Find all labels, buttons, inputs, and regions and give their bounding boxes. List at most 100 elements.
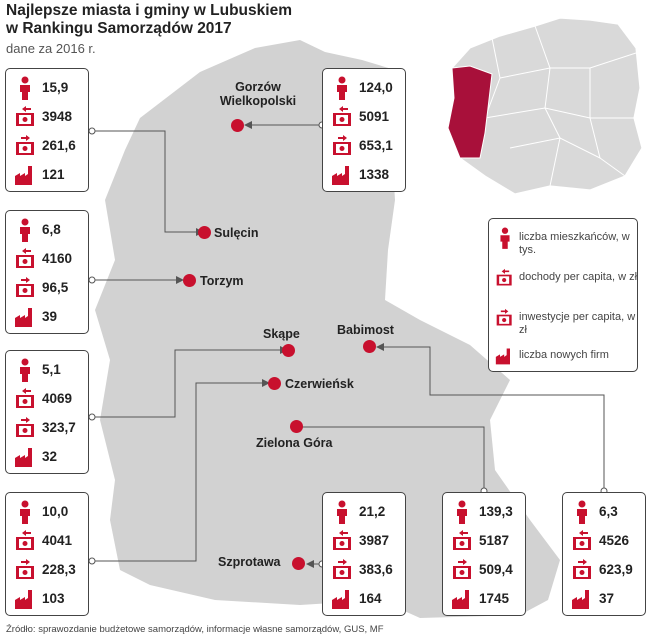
- factory-icon: [15, 308, 32, 327]
- stats-box-sulecin: 15,9 3948 261,6 121: [5, 68, 89, 192]
- title-line-1: Najlepsze miasta i gminy w Lubuskiem: [6, 2, 292, 19]
- income-icon: [573, 530, 591, 550]
- person-icon: [577, 500, 587, 524]
- income-value: 5187: [479, 533, 510, 548]
- page-title: Najlepsze miasta i gminy w Lubuskiem w R…: [6, 2, 292, 38]
- stats-box-gorzow: 124,0 5091 653,1 1338: [322, 68, 406, 192]
- firms-value: 32: [42, 449, 58, 464]
- person-icon: [20, 500, 30, 524]
- factory-icon: [572, 590, 589, 609]
- lubuskie-highlight: [447, 65, 493, 159]
- firms-value: 39: [42, 309, 58, 324]
- stats-box-czerwiensk: 5,1 4069 323,7 32: [5, 350, 89, 474]
- investment-icon: [333, 559, 351, 579]
- city-dot-gorzow: [231, 119, 244, 132]
- person-icon: [500, 227, 510, 249]
- stats-box-skape: 10,0 4041 228,3 103: [5, 492, 89, 616]
- residents-value: 124,0: [359, 80, 393, 95]
- income-icon: [16, 248, 34, 268]
- income-value: 5091: [359, 109, 390, 124]
- investment-value: 323,7: [42, 420, 76, 435]
- investment-value: 383,6: [359, 562, 393, 577]
- legend-income: dochody per capita, w zł: [519, 271, 638, 283]
- residents-value: 21,2: [359, 504, 386, 519]
- income-value: 4526: [599, 533, 630, 548]
- investment-icon: [16, 277, 34, 297]
- city-label-sulecin: Sulęcin: [214, 226, 259, 240]
- city-dot-szprotawa: [292, 557, 305, 570]
- investment-icon: [453, 559, 471, 579]
- investment-icon: [573, 559, 591, 579]
- city-dot-zielona-gora: [290, 420, 303, 433]
- city-label-szprotawa: Szprotawa: [218, 555, 281, 569]
- factory-icon: [15, 590, 32, 609]
- city-label-skape: Skąpe: [263, 327, 300, 341]
- source-note: Źródło: sprawozdanie budżetowe samorządó…: [6, 624, 384, 635]
- legend: liczba mieszkańców, w tys. dochody per c…: [488, 218, 638, 372]
- firms-value: 37: [599, 591, 615, 606]
- lubuskie-region-shape: [95, 40, 560, 618]
- city-dot-babimost: [363, 340, 376, 353]
- income-value: 4069: [42, 391, 73, 406]
- investment-icon: [16, 135, 34, 155]
- firms-value: 121: [42, 167, 65, 182]
- factory-icon: [15, 448, 32, 467]
- income-value: 4041: [42, 533, 73, 548]
- legend-investment: inwestycje per capita, w zł: [519, 311, 636, 336]
- city-label-gorzow: Gorzów Wielkopolski: [219, 80, 297, 108]
- city-dot-sulecin: [198, 226, 211, 239]
- city-dot-skape: [282, 344, 295, 357]
- stats-box-szprotawa: 21,2 3987 383,6 164: [322, 492, 406, 616]
- person-icon: [20, 358, 30, 382]
- person-icon: [337, 500, 347, 524]
- person-icon: [20, 76, 30, 100]
- firms-value: 164: [359, 591, 382, 606]
- investment-value: 653,1: [359, 138, 393, 153]
- stats-box-babimost: 6,3 4526 623,9 37: [562, 492, 646, 616]
- income-icon: [496, 268, 512, 286]
- factory-icon: [332, 166, 349, 185]
- legend-firms: liczba nowych firm: [519, 349, 609, 361]
- income-icon: [16, 388, 34, 408]
- city-label-torzym: Torzym: [200, 274, 244, 288]
- residents-value: 139,3: [479, 504, 513, 519]
- factory-icon: [495, 348, 510, 365]
- investment-value: 96,5: [42, 280, 69, 295]
- stats-box-torzym: 6,8 4160 96,5 39: [5, 210, 89, 334]
- subtitle: dane za 2016 r.: [6, 41, 96, 56]
- factory-icon: [332, 590, 349, 609]
- income-icon: [16, 530, 34, 550]
- title-line-2: w Rankingu Samorządów 2017: [6, 20, 232, 37]
- residents-value: 6,3: [599, 504, 618, 519]
- stats-box-zielona-gora: 139,3 5187 509,4 1745: [442, 492, 526, 616]
- person-icon: [457, 500, 467, 524]
- income-icon: [453, 530, 471, 550]
- factory-icon: [452, 590, 469, 609]
- person-icon: [337, 76, 347, 100]
- income-value: 4160: [42, 251, 73, 266]
- income-value: 3948: [42, 109, 73, 124]
- city-dot-torzym: [183, 274, 196, 287]
- income-icon: [333, 530, 351, 550]
- investment-icon: [333, 135, 351, 155]
- investment-icon: [16, 417, 34, 437]
- residents-value: 5,1: [42, 362, 61, 377]
- firms-value: 1745: [479, 591, 510, 606]
- residents-value: 10,0: [42, 504, 69, 519]
- factory-icon: [15, 166, 32, 185]
- investment-value: 623,9: [599, 562, 633, 577]
- investment-icon: [496, 308, 512, 326]
- investment-value: 509,4: [479, 562, 513, 577]
- investment-value: 228,3: [42, 562, 76, 577]
- income-value: 3987: [359, 533, 390, 548]
- person-icon: [20, 218, 30, 242]
- investment-icon: [16, 559, 34, 579]
- city-label-czerwiensk: Czerwieńsk: [285, 377, 354, 391]
- residents-value: 6,8: [42, 222, 61, 237]
- income-icon: [16, 106, 34, 126]
- residents-value: 15,9: [42, 80, 69, 95]
- investment-value: 261,6: [42, 138, 76, 153]
- income-icon: [333, 106, 351, 126]
- voivodeship-borders: [479, 25, 637, 187]
